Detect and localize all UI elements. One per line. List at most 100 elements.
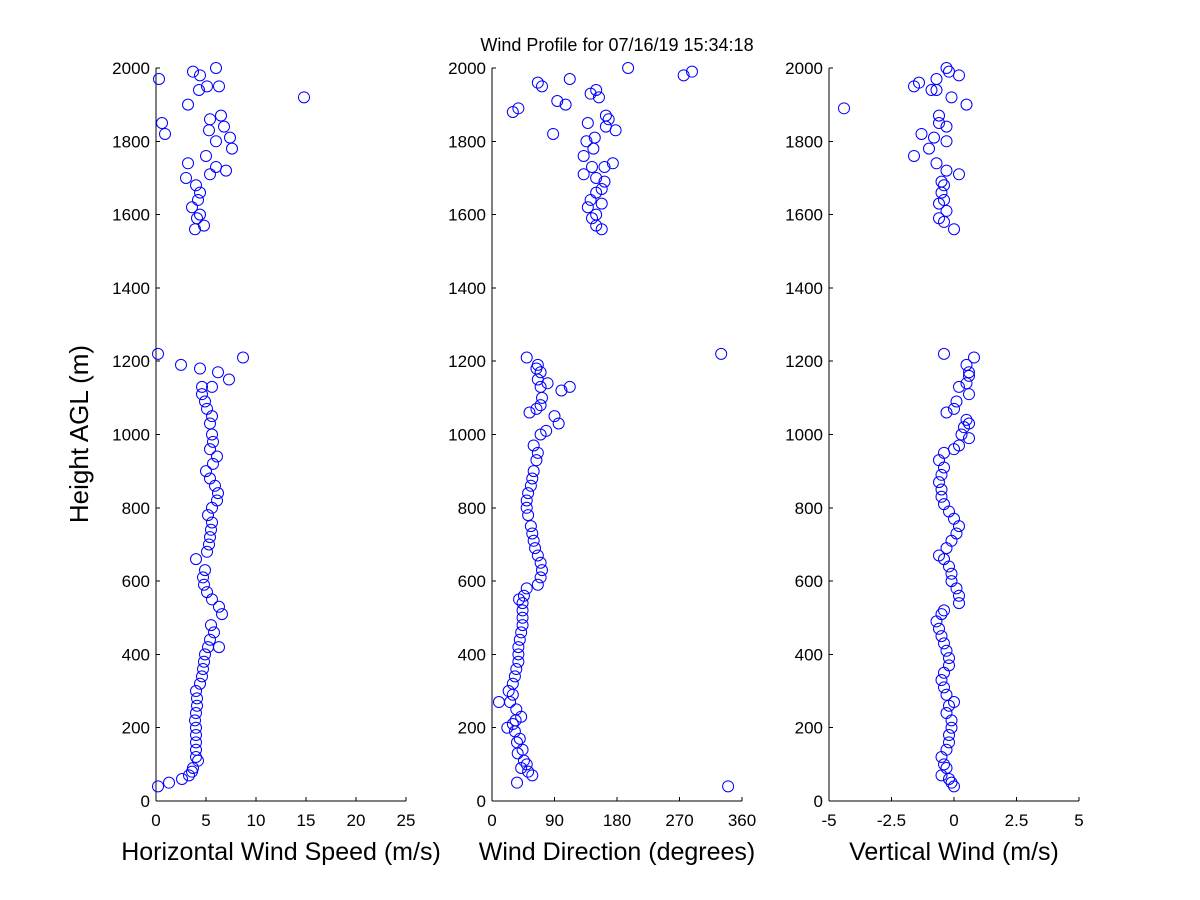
data-point <box>581 116 594 129</box>
data-point <box>526 527 539 540</box>
data-point <box>953 380 965 393</box>
data-point <box>599 109 612 122</box>
data-point <box>913 76 925 89</box>
data-point <box>938 666 950 679</box>
data-point <box>190 751 202 764</box>
y-axis-label: Height AGL (m) <box>64 345 94 523</box>
data-point <box>581 201 594 214</box>
data-point <box>938 498 950 511</box>
x-tick-label: 5 <box>201 811 210 830</box>
data-point <box>940 707 953 720</box>
data-point <box>159 127 171 140</box>
data-point <box>953 520 965 533</box>
data-point <box>522 487 535 500</box>
data-point <box>960 98 973 111</box>
data-point <box>520 494 533 507</box>
data-point <box>198 578 210 591</box>
data-point <box>715 347 728 360</box>
data-point <box>204 633 216 646</box>
data-point <box>536 564 548 577</box>
data-point <box>216 608 228 621</box>
data-point <box>534 366 547 379</box>
data-point <box>933 622 945 635</box>
data-point <box>211 450 223 463</box>
data-point <box>512 655 525 668</box>
data-point <box>197 571 209 584</box>
data-point <box>943 652 955 665</box>
data-point <box>563 380 576 393</box>
data-point <box>201 545 213 558</box>
data-point <box>206 380 218 393</box>
data-point <box>945 567 958 580</box>
data-point <box>933 212 945 225</box>
data-point <box>506 718 519 731</box>
y-tick-label: 1000 <box>112 426 150 445</box>
data-point <box>215 109 227 122</box>
y-tick-label: 200 <box>122 719 150 738</box>
data-point <box>204 531 216 544</box>
data-point <box>517 754 530 767</box>
data-point <box>943 659 955 672</box>
data-point <box>943 65 955 78</box>
data-point <box>182 157 194 170</box>
data-point <box>963 417 975 430</box>
y-tick-label: 0 <box>814 792 823 811</box>
data-point <box>512 648 525 661</box>
data-point <box>925 83 938 96</box>
data-point <box>189 714 201 727</box>
data-point <box>586 212 598 225</box>
data-point <box>602 113 615 126</box>
data-point <box>186 201 198 214</box>
data-point <box>963 432 975 445</box>
data-point <box>595 182 608 195</box>
data-point <box>204 472 216 485</box>
x-axis-label: Horizontal Wind Speed (m/s) <box>121 838 441 866</box>
x-tick-label: 90 <box>545 811 564 830</box>
data-point <box>522 765 535 778</box>
data-point <box>530 454 543 467</box>
data-point <box>207 435 219 448</box>
data-point <box>943 505 955 518</box>
y-tick-label: 1200 <box>112 352 150 371</box>
y-tick-label: 2000 <box>785 59 823 78</box>
data-point <box>677 69 690 82</box>
data-point <box>191 699 203 712</box>
data-point <box>205 523 217 536</box>
data-point <box>192 193 204 206</box>
data-point <box>516 611 529 624</box>
data-point <box>534 380 547 393</box>
x-tick-label: 10 <box>247 811 266 830</box>
data-point <box>194 362 206 375</box>
data-point <box>923 142 935 155</box>
data-point <box>935 751 948 764</box>
data-point <box>206 428 218 441</box>
x-tick-label: 0 <box>151 811 160 830</box>
data-point <box>520 758 533 771</box>
data-point <box>945 575 958 588</box>
data-point <box>945 721 958 734</box>
data-point <box>204 168 216 181</box>
data-point <box>220 164 232 177</box>
data-point <box>940 120 953 133</box>
data-point <box>210 160 222 173</box>
data-point <box>203 538 215 551</box>
data-point <box>205 619 217 632</box>
data-point <box>945 776 958 789</box>
data-point <box>940 204 953 217</box>
data-point <box>183 769 195 782</box>
data-point <box>190 743 202 756</box>
y-tick-label: 600 <box>122 572 150 591</box>
data-point <box>953 69 965 82</box>
y-tick-label: 1600 <box>448 206 486 225</box>
data-point <box>950 395 963 408</box>
data-point <box>933 476 945 489</box>
data-point <box>531 578 544 591</box>
data-point <box>935 674 948 687</box>
data-point <box>200 465 212 478</box>
data-point <box>201 586 213 599</box>
y-tick-label: 800 <box>458 499 486 518</box>
x-tick-label: 5 <box>1074 811 1083 830</box>
data-point <box>224 131 236 144</box>
data-point <box>963 366 975 379</box>
data-point <box>190 729 202 742</box>
